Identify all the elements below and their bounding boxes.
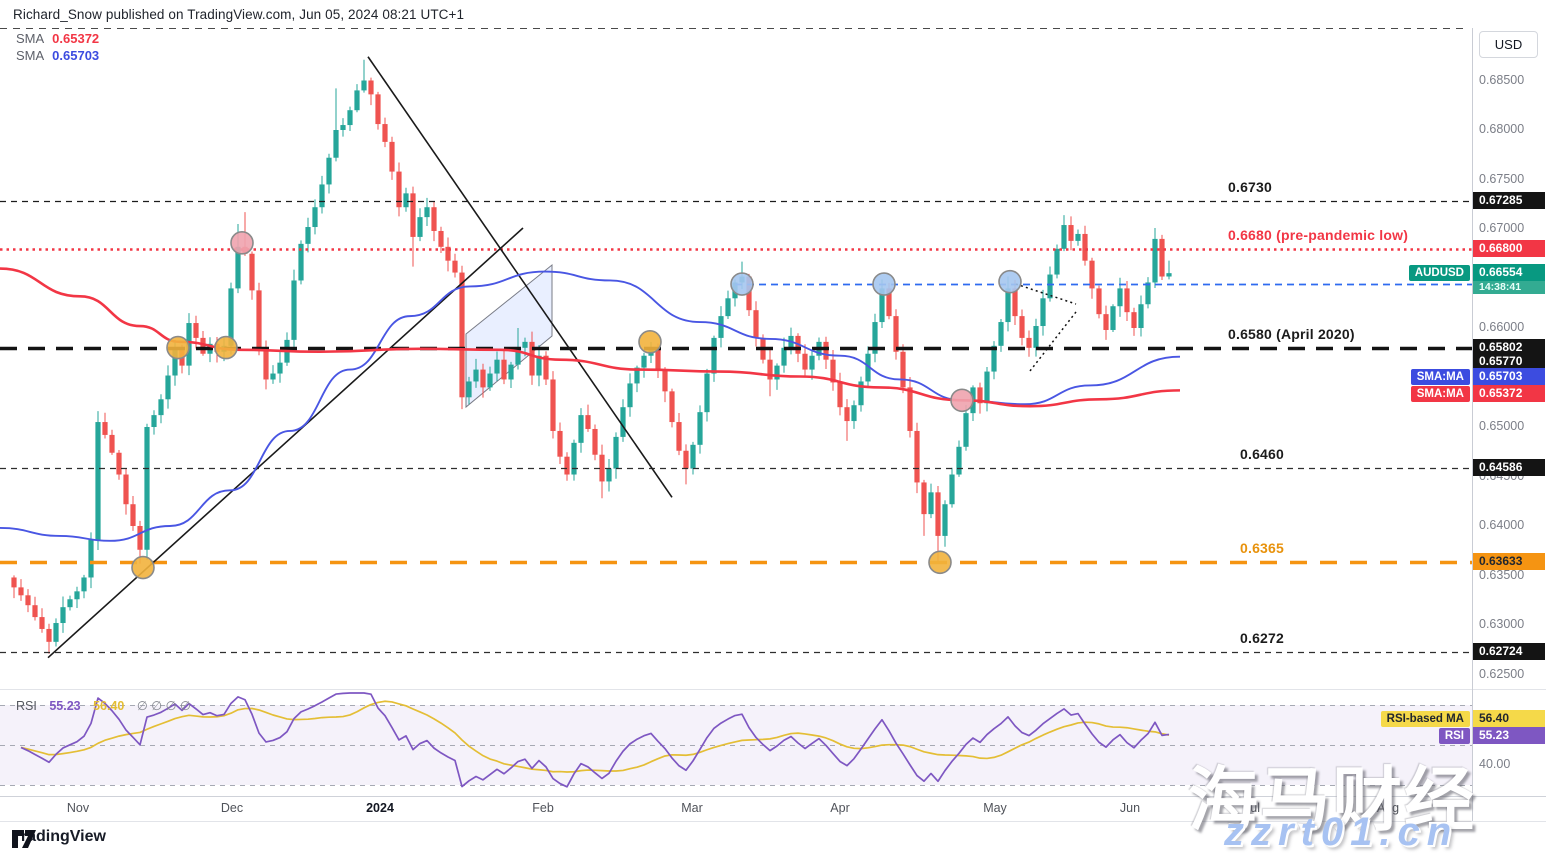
price-tick-0.66000: 0.66000 (1479, 320, 1525, 334)
watermark-site-link[interactable]: zzrt01.cn (1224, 810, 1459, 854)
sma-legend-row: SMA 0.65372 (16, 30, 99, 47)
rsi-line (20, 692, 1170, 788)
trendline-ascending (47, 227, 524, 659)
level-label-0.63633: 0.6365 (1240, 540, 1285, 557)
rsi-value: 55.23 (49, 699, 81, 713)
axis-badge-0.62724: 0.62724 (1473, 643, 1545, 660)
marker-circle-blue[interactable] (998, 269, 1022, 294)
tradingview-logo-text: TradingView (12, 828, 106, 845)
price-tick-0.68500: 0.68500 (1479, 72, 1525, 87)
time-label-2024: 2024 (366, 801, 394, 815)
axis-badge-0.64586: 0.64586 (1473, 459, 1545, 476)
flag-pattern-drawing[interactable] (465, 263, 553, 409)
marker-circle-orange[interactable] (638, 330, 662, 354)
candlestick-series (11, 59, 1172, 654)
time-label-Dec: Dec (220, 801, 244, 815)
tradingview-logo[interactable]: TradingView (12, 828, 106, 848)
marker-circle-orange[interactable] (928, 550, 952, 575)
sma-value: 0.65703 (52, 48, 100, 63)
time-label-Jun: Jun (1119, 801, 1141, 815)
price-tick-0.63500: 0.63500 (1479, 567, 1525, 582)
rsi-ma-axis-badge: 56.40 (1473, 710, 1545, 727)
marker-circle-blue[interactable] (872, 272, 896, 296)
price-tick-0.64000: 0.64000 (1479, 518, 1525, 532)
axis-badge-0.65802: 0.65802 (1473, 339, 1545, 356)
sma-blue-line (0, 270, 1181, 542)
bar-countdown: 14:38:41 (1473, 281, 1545, 294)
tradingview-logo-icon (12, 830, 36, 848)
time-label-Nov: Nov (66, 801, 90, 815)
marker-circle-orange[interactable] (131, 555, 155, 580)
time-label-Aug: Aug (1376, 801, 1400, 815)
sma-name-pill: SMA:MA (1410, 386, 1470, 402)
pennant-dotted-line (1015, 283, 1077, 305)
axis-badge-0.63633: 0.63633 (1473, 553, 1545, 570)
level-label-0.64586: 0.6460 (1240, 445, 1285, 462)
symbol-name-pill: AUDUSD (1408, 265, 1470, 281)
level-label-0.65802: 0.6580 (April 2020) (1228, 325, 1355, 342)
sma-legend-row: SMA 0.65703 (16, 47, 99, 64)
sma-value: 0.65372 (52, 31, 100, 46)
sma-axis-badge-0.65372: 0.65372 (1473, 385, 1545, 402)
time-label-Mar: Mar (681, 801, 703, 815)
price-tick-0.62500: 0.62500 (1479, 666, 1525, 681)
marker-circle-blue[interactable] (730, 272, 754, 296)
pennant-dotted-line (1029, 311, 1077, 372)
marker-circle-pink[interactable] (950, 388, 974, 413)
rsi-ma-name-pill: RSI-based MA (1380, 711, 1470, 727)
rsi-axis-badge: 55.23 (1473, 727, 1545, 744)
current-price-badge: 0.66554 (1473, 264, 1545, 281)
rsi-empty-placeholders: ∅ ∅ ∅ ∅ (136, 699, 191, 713)
rsi-tick-40: 40.00 (1479, 757, 1511, 771)
time-label-Apr: Apr (830, 801, 850, 815)
level-label-0.66800: 0.6680 (pre-pandemic low) (1228, 226, 1409, 243)
rsi-pane[interactable] (0, 692, 1472, 788)
level-label-0.62724: 0.6272 (1240, 630, 1285, 647)
sma-name-pill: SMA:MA (1410, 369, 1470, 385)
marker-circle-orange[interactable] (214, 335, 238, 360)
rsi-legend[interactable]: RSI 55.23 56.40 ∅ ∅ ∅ ∅ (16, 698, 200, 713)
sma-red-line (0, 267, 1181, 408)
sma-label: SMA (16, 48, 45, 63)
price-tick-0.68000: 0.68000 (1479, 122, 1525, 136)
trendline-descending (367, 56, 673, 498)
price-tick-0.67500: 0.67500 (1479, 171, 1525, 186)
axis-badge-0.67285: 0.67285 (1473, 192, 1545, 209)
sma-axis-badge-0.65703: 0.65703 (1473, 368, 1545, 385)
price-tick-0.63000: 0.63000 (1479, 617, 1525, 631)
rsi-name-pill: RSI (1438, 728, 1470, 744)
marker-circle-orange[interactable] (166, 335, 190, 360)
axis-badge-0.66800: 0.66800 (1473, 240, 1545, 257)
rsi-ma-value: 56.40 (93, 699, 125, 713)
price-tick-0.65000: 0.65000 (1479, 419, 1525, 433)
sma-label: SMA (16, 31, 45, 46)
indicator-legend[interactable]: SMA 0.65372 SMA 0.65703 (16, 30, 99, 64)
price-pane[interactable] (0, 56, 1472, 659)
watermark-chinese: 海马财经 (1188, 761, 1476, 839)
marker-circle-pink[interactable] (230, 231, 254, 255)
time-label-Jul: Jul (1244, 801, 1260, 815)
price-tick-0.67000: 0.67000 (1479, 221, 1525, 235)
time-label-Feb: Feb (532, 801, 554, 815)
publish-byline: Richard_Snow published on TradingView.co… (13, 7, 465, 22)
axis-badge-0.65770: 0.65770 (1473, 353, 1545, 370)
rsi-ma-line (20, 700, 1170, 773)
level-label-0.67285: 0.6730 (1228, 178, 1273, 195)
currency-button[interactable]: USD (1479, 31, 1538, 58)
time-label-May: May (983, 801, 1007, 815)
rsi-label: RSI (16, 699, 37, 713)
